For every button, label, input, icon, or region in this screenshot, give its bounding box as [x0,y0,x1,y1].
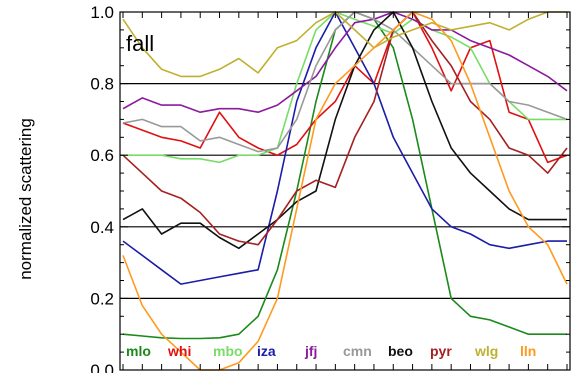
legend-item-iza: iza [257,343,276,359]
y-tick-labels: 0.0 0.2 0.4 0.6 0.8 1.0 [90,3,114,373]
legend-item-mbo: mbo [213,343,243,359]
y-tick-label: 0.4 [90,218,114,237]
series-line-wlg [122,11,567,78]
y-axis-label: normalized scattering [16,118,35,280]
plot-frame [119,11,571,371]
y-tick-label: 0.6 [90,146,114,165]
series-line-whi [122,11,568,164]
legend-item-pyr: pyr [430,343,452,359]
y-tick-label: 0.8 [90,75,114,94]
y-tick-label: 0.2 [90,289,114,308]
series-line-jfj [122,11,568,113]
legend: mlo whi mbo iza jfj cmn beo pyr wlg lln [126,343,536,359]
legend-item-cmn: cmn [343,343,372,359]
series-line-beo [122,11,567,250]
legend-item-jfj: jfj [304,343,317,359]
y-tick-label: 0.0 [90,361,114,373]
series-line-lln [122,11,568,371]
panel-title: fall [126,31,154,56]
legend-item-beo: beo [388,343,413,359]
series-line-pyr [122,11,568,246]
series-line-iza [122,11,567,285]
legend-item-lln: lln [520,343,536,359]
axis-ticks [120,11,570,371]
y-tick-label: 1.0 [90,3,114,22]
series-lines [122,11,568,371]
series-line-mlo [122,11,567,340]
legend-item-whi: whi [167,343,191,359]
legend-item-wlg: wlg [474,343,498,359]
grid [120,82,570,299]
legend-item-mlo: mlo [126,343,151,359]
